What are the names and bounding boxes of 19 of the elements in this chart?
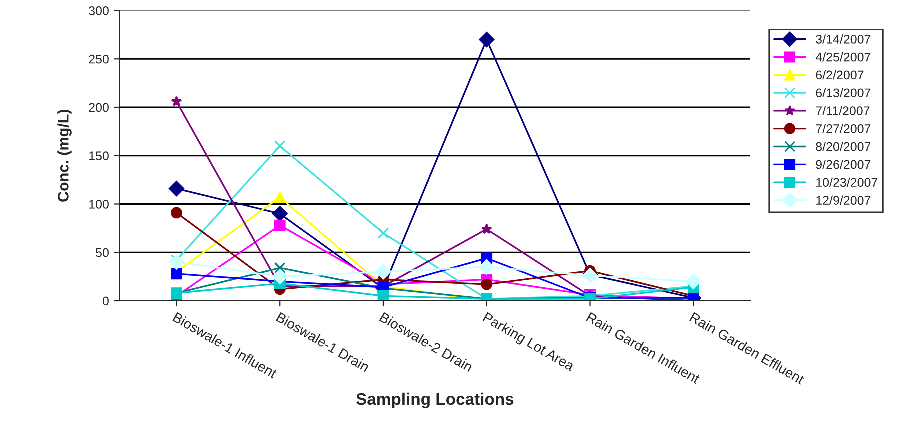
y-tick-label: 100: [90, 200, 109, 209]
y-tick-label: 300: [89, 6, 109, 16]
y-tick-label: 250: [89, 54, 109, 64]
legend-label: 12/9/2007: [816, 196, 871, 205]
y-tick-label: 50: [96, 248, 109, 258]
legend-label: 7/27/2007: [816, 124, 871, 134]
y-tick-label: 200: [89, 103, 109, 112]
x-axis-title: Sampling Locations: [356, 392, 514, 409]
legend-label: 3/14/2007: [816, 34, 871, 44]
legend-label: 9/26/2007: [816, 160, 871, 170]
legend-label: 6/13/2007: [816, 88, 871, 98]
legend-label: 7/11/2007: [816, 106, 870, 116]
legend-label: 8/20/2007: [816, 142, 871, 152]
y-axis-title: Conc. (mg/L): [58, 110, 72, 202]
y-tick-label: 0: [102, 296, 109, 306]
legend-label: 4/25/2007: [816, 52, 871, 62]
legend-label: 10/23/2007: [816, 178, 878, 188]
legend-label: 6/2/2007: [816, 70, 864, 80]
y-tick-label: 150: [90, 152, 109, 161]
